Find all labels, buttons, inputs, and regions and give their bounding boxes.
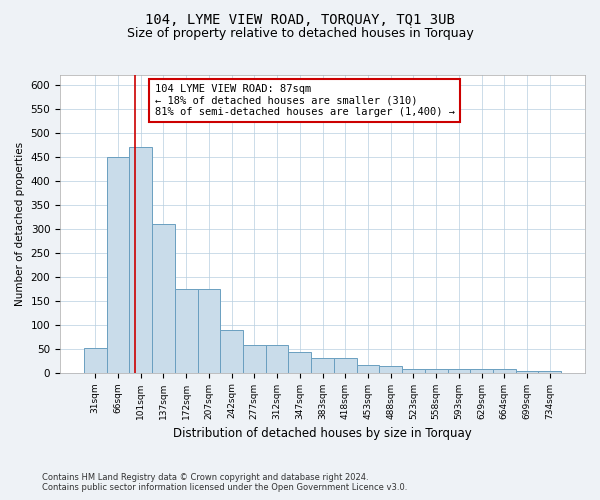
Bar xyxy=(130,147,152,372)
Y-axis label: Number of detached properties: Number of detached properties xyxy=(15,142,25,306)
Bar xyxy=(379,366,402,372)
Bar xyxy=(197,288,220,372)
Bar xyxy=(538,370,561,372)
Text: Size of property relative to detached houses in Torquay: Size of property relative to detached ho… xyxy=(127,28,473,40)
Bar xyxy=(243,345,266,372)
Bar xyxy=(334,358,356,372)
Bar xyxy=(266,345,289,372)
Bar xyxy=(448,368,470,372)
Bar xyxy=(289,352,311,372)
Bar xyxy=(311,358,334,372)
Bar xyxy=(425,368,448,372)
Bar xyxy=(470,369,493,372)
Text: 104 LYME VIEW ROAD: 87sqm
← 18% of detached houses are smaller (310)
81% of semi: 104 LYME VIEW ROAD: 87sqm ← 18% of detac… xyxy=(155,84,455,117)
Bar xyxy=(152,224,175,372)
Bar xyxy=(402,368,425,372)
Text: Contains public sector information licensed under the Open Government Licence v3: Contains public sector information licen… xyxy=(42,482,407,492)
Bar xyxy=(175,288,197,372)
Bar xyxy=(356,366,379,372)
Bar xyxy=(515,370,538,372)
X-axis label: Distribution of detached houses by size in Torquay: Distribution of detached houses by size … xyxy=(173,427,472,440)
Text: 104, LYME VIEW ROAD, TORQUAY, TQ1 3UB: 104, LYME VIEW ROAD, TORQUAY, TQ1 3UB xyxy=(145,12,455,26)
Text: Contains HM Land Registry data © Crown copyright and database right 2024.: Contains HM Land Registry data © Crown c… xyxy=(42,472,368,482)
Bar xyxy=(220,330,243,372)
Bar xyxy=(493,369,515,372)
Bar xyxy=(84,348,107,372)
Bar xyxy=(107,156,130,372)
